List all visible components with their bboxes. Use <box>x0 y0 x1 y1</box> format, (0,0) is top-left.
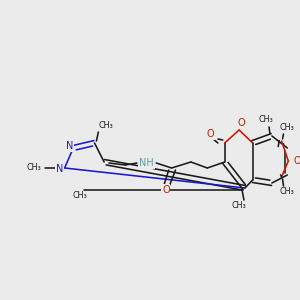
Text: N: N <box>66 141 73 151</box>
Text: O: O <box>237 118 245 128</box>
Text: CH₃: CH₃ <box>279 188 294 196</box>
Text: N: N <box>56 164 64 174</box>
Text: NH: NH <box>139 158 154 168</box>
Text: CH₃: CH₃ <box>26 164 41 172</box>
Text: O: O <box>162 185 170 195</box>
Text: CH₃: CH₃ <box>259 116 274 124</box>
Text: O: O <box>293 156 300 166</box>
Text: O: O <box>206 129 214 139</box>
Text: CH₃: CH₃ <box>73 191 87 200</box>
Text: CH₃: CH₃ <box>99 122 113 130</box>
Text: CH₃: CH₃ <box>279 124 294 133</box>
Text: CH₃: CH₃ <box>232 202 247 211</box>
